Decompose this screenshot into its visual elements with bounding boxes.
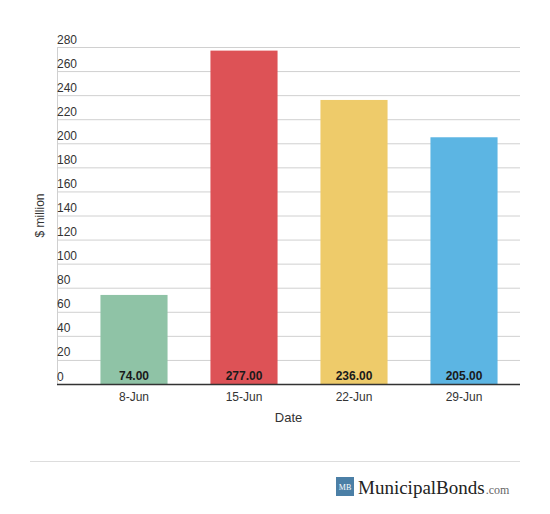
y-axis-line <box>58 48 521 385</box>
bar <box>210 51 277 384</box>
grid-line <box>57 47 520 48</box>
y-tick-label: 20 <box>57 345 71 359</box>
y-tick-label: 120 <box>57 225 77 239</box>
grid-line <box>57 71 520 72</box>
bar <box>320 100 387 384</box>
y-tick-label: 180 <box>57 153 77 167</box>
bar <box>100 295 167 384</box>
y-tick-label: 80 <box>57 273 71 287</box>
y-tick-label: 240 <box>57 81 77 95</box>
y-tick-label: 0 <box>57 370 64 384</box>
x-tick-label: 29-Jun <box>446 390 483 404</box>
y-tick: 280 <box>57 33 520 48</box>
x-tick-label: 8-Jun <box>119 390 149 404</box>
y-tick: 220 <box>57 105 520 120</box>
logo-brand: MunicipalBonds <box>358 477 485 498</box>
x-tick-label: 22-Jun <box>336 390 373 404</box>
x-tick: 22-Jun <box>336 384 373 404</box>
y-axis-title: $ million <box>33 193 47 237</box>
y-tick-label: 280 <box>57 33 77 47</box>
x-axis-line <box>57 384 520 386</box>
y-tick-label: 260 <box>57 57 77 71</box>
y-tick: 240 <box>57 81 520 96</box>
bars <box>100 51 497 384</box>
data-label: 277.00 <box>226 369 263 383</box>
x-tick: 8-Jun <box>119 384 149 404</box>
bar <box>430 137 497 384</box>
y-tick-label: 160 <box>57 177 77 191</box>
grid-line <box>57 95 520 96</box>
data-label: 205.00 <box>446 369 483 383</box>
logo-suffix: .com <box>486 483 510 497</box>
data-labels: 74.00 277.00 236.00 205.00 <box>119 369 483 383</box>
y-tick-label: 60 <box>57 297 71 311</box>
chart-container: 0 20 40 60 80 100 120 140 160 180 200 220 240 260 280 8… <box>0 0 550 514</box>
grid-line <box>57 119 520 120</box>
y-tick-label: 200 <box>57 129 77 143</box>
y-tick: 0 <box>57 370 520 385</box>
data-label: 74.00 <box>119 369 149 383</box>
x-axis: 8-Jun 15-Jun 22-Jun 29-Jun <box>57 384 520 404</box>
data-label: 236.00 <box>336 369 373 383</box>
y-tick-label: 40 <box>57 321 71 335</box>
y-tick-label: 220 <box>57 105 77 119</box>
footer-separator <box>30 461 520 462</box>
chart-svg: 0 20 40 60 80 100 120 140 160 180 200 220 240 260 280 8… <box>0 0 550 514</box>
logo-badge-text: MB <box>339 483 351 492</box>
y-tick: 260 <box>57 57 520 72</box>
x-tick-label: 15-Jun <box>226 390 263 404</box>
x-tick: 15-Jun <box>226 384 263 404</box>
x-tick: 29-Jun <box>446 384 483 404</box>
x-axis-title: Date <box>275 410 302 425</box>
y-axis: 0 20 40 60 80 100 120 140 160 180 200 220 240 260 280 <box>57 33 520 385</box>
y-tick-label: 100 <box>57 249 77 263</box>
logo-badge <box>336 477 354 496</box>
y-tick-label: 140 <box>57 201 77 215</box>
grid-line <box>57 384 520 385</box>
